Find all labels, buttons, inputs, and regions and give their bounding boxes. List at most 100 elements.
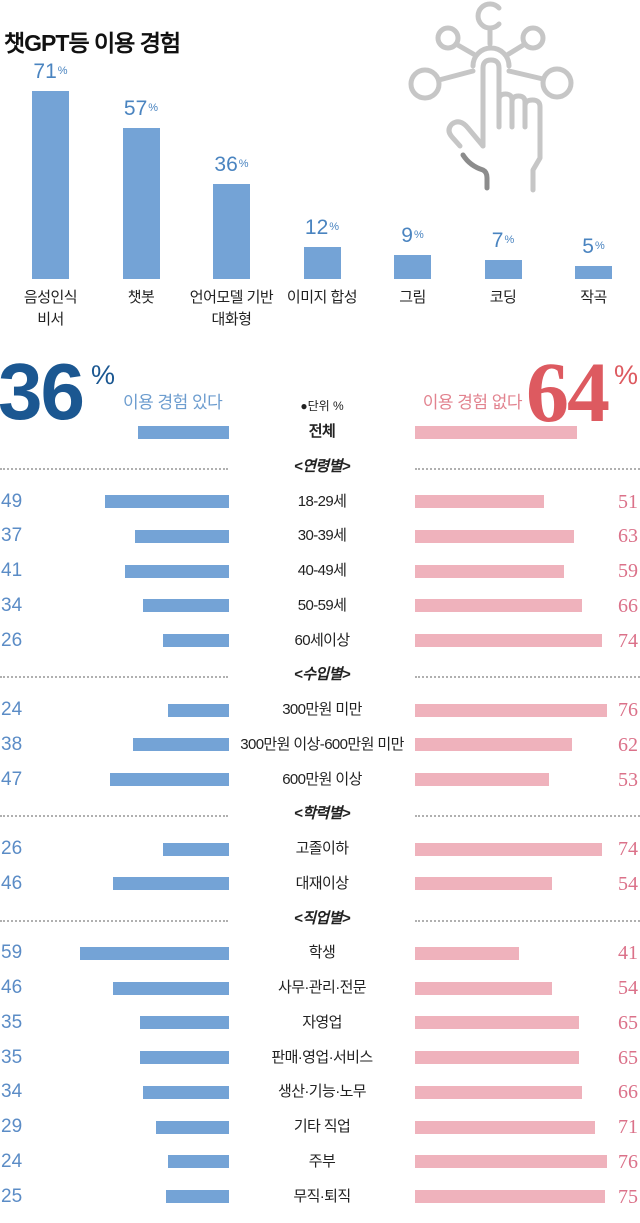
yes-value: 41 <box>1 560 23 581</box>
bar-value-label: 57% <box>101 97 181 121</box>
yes-bar <box>140 1016 229 1030</box>
bar-category-label: 음성인식 비서 <box>23 289 78 328</box>
yes-legend-label: 이용 경험 있다 <box>123 393 223 412</box>
bar-value-label: 5% <box>554 235 634 259</box>
section-divider-left <box>0 676 228 679</box>
no-bar <box>415 738 572 752</box>
no-legend-label: 이용 경험 없다 <box>422 393 523 412</box>
category-label: 50-59세 <box>297 596 347 614</box>
category-label: 18-29세 <box>297 492 347 510</box>
no-bar <box>415 946 519 960</box>
yes-value: 37 <box>1 525 23 547</box>
yes-value: 29 <box>1 1116 23 1137</box>
bar-value-unit: % <box>238 157 249 170</box>
no-bar <box>415 1190 605 1203</box>
yes-value: 38 <box>1 733 23 755</box>
category-label: 무직·퇴직 <box>293 1187 351 1205</box>
bar-value-unit: % <box>148 101 159 114</box>
bar-category-label: 챗봇 <box>127 289 155 306</box>
yes-bar <box>155 1120 229 1134</box>
bar <box>213 183 250 279</box>
bar <box>32 90 69 279</box>
no-bar <box>415 564 565 578</box>
yes-bar <box>142 599 229 613</box>
no-value: 75 <box>618 1185 638 1208</box>
yes-value: 35 <box>1 1011 23 1033</box>
bar-value: 57 <box>123 96 148 120</box>
bar-value-label: 12% <box>282 216 362 240</box>
bar-value-label: 36% <box>192 153 272 177</box>
bar-category-label: 언어모델 기반 대화형 <box>189 289 274 328</box>
yes-bar <box>79 946 229 960</box>
category-label: 300만원 이상-600만원 미만 <box>240 735 404 753</box>
section-header: <수입별> <box>294 666 351 684</box>
bar-value-unit: % <box>594 239 605 252</box>
no-value: 74 <box>618 838 638 860</box>
category-label: 30-39세 <box>297 527 347 545</box>
yes-bar <box>135 529 229 543</box>
yes-bar <box>112 877 229 891</box>
no-value: 53 <box>618 768 638 791</box>
yes-percent-unit: % <box>91 360 116 390</box>
yes-value: 26 <box>1 629 23 651</box>
category-label: 600만원 이상 <box>282 770 362 788</box>
section-divider-left <box>0 467 228 470</box>
yes-value: 46 <box>1 977 23 998</box>
bar-value: 36 <box>214 152 238 176</box>
bar-value-unit: % <box>57 64 68 77</box>
section-divider-right <box>415 815 640 818</box>
yes-value: 35 <box>1 1046 23 1068</box>
category-label: 학생 <box>308 944 336 962</box>
category-label: 고졸이하 <box>295 840 349 857</box>
no-value: 71 <box>618 1116 638 1138</box>
yes-value: 49 <box>1 490 23 512</box>
category-label: 주부 <box>308 1152 336 1170</box>
chart-title: 챗GPT등 이용 경험 <box>4 30 181 56</box>
no-bar <box>415 529 575 543</box>
yes-value: 59 <box>1 942 23 964</box>
bar-value-unit: % <box>413 229 424 242</box>
no-bar <box>415 599 582 613</box>
yes-value: 24 <box>1 699 23 720</box>
no-bar <box>415 1085 582 1099</box>
no-value: 65 <box>618 1011 638 1034</box>
no-bar <box>415 773 550 786</box>
yes-bar <box>125 564 229 578</box>
yes-bar <box>105 495 229 508</box>
yes-bar <box>137 425 229 439</box>
no-value: 63 <box>618 525 638 548</box>
yes-value: 47 <box>1 768 23 790</box>
bar <box>303 247 341 279</box>
bar-category-label: 코딩 <box>489 289 517 306</box>
section-divider-left <box>0 815 228 818</box>
no-percent-value: 64 <box>526 344 610 440</box>
yes-bar <box>142 1085 229 1099</box>
bar-value: 5 <box>582 234 594 258</box>
no-bar <box>415 495 545 508</box>
category-label: 300만원 미만 <box>282 701 362 718</box>
no-value: 62 <box>618 733 638 756</box>
category-label: 생산·기능·노무 <box>278 1083 367 1101</box>
category-label: 판매·영업·서비스 <box>271 1048 373 1066</box>
yes-value: 25 <box>1 1185 23 1207</box>
bar <box>122 127 160 279</box>
category-label: 대재이상 <box>295 874 349 892</box>
no-bar <box>415 877 552 891</box>
bar-category-label: 그림 <box>399 289 426 306</box>
no-bar <box>415 842 603 856</box>
no-bar <box>415 981 552 995</box>
no-bar <box>415 1051 580 1064</box>
bar-value: 12 <box>304 216 329 240</box>
total-label: 전체 <box>308 423 336 440</box>
section-header: <연령별> <box>294 457 351 475</box>
bar <box>575 265 612 279</box>
bar-value: 9 <box>401 224 413 248</box>
yes-bar <box>110 773 229 786</box>
bar-value-unit: % <box>329 221 340 234</box>
no-value: 54 <box>618 977 638 999</box>
yes-bar <box>163 842 229 856</box>
no-percent-unit: % <box>614 360 639 390</box>
no-value: 41 <box>618 942 638 965</box>
no-bar <box>415 703 608 717</box>
no-bar <box>415 1155 608 1169</box>
